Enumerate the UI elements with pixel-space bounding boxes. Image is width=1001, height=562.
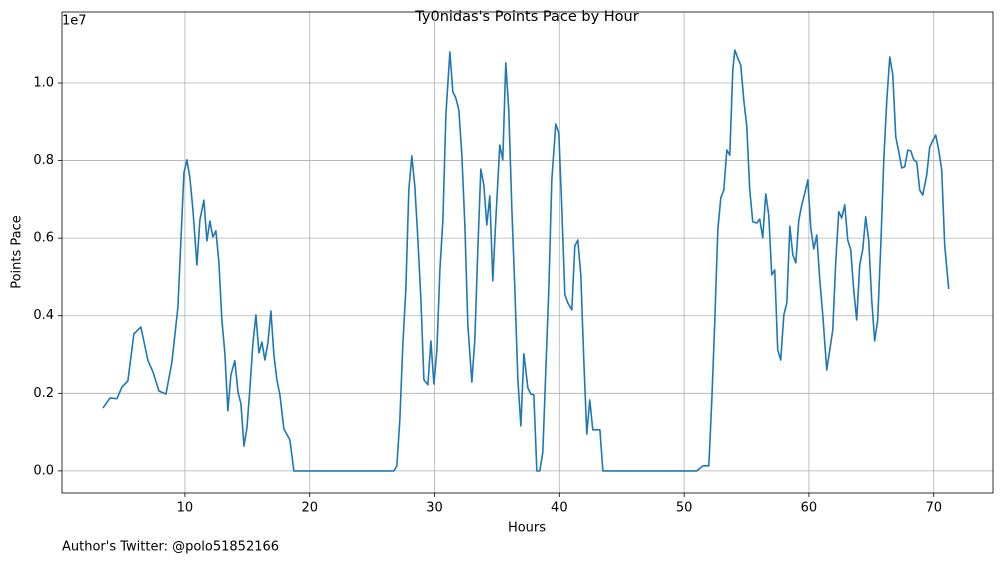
x-tick-label: 10: [177, 501, 194, 516]
y-tick-label: 0.4: [33, 308, 54, 323]
y-tick-label: 1.0: [33, 75, 54, 90]
x-tick-label: 20: [301, 501, 318, 516]
chart-title: Ty0nidas's Points Pace by Hour: [414, 9, 638, 25]
y-offset-label: 1e7: [62, 14, 87, 29]
x-tick-label: 60: [801, 501, 818, 516]
data-line: [102, 49, 950, 472]
y-tick-label: 0.6: [33, 231, 54, 246]
y-tick-label: 0.0: [33, 463, 54, 478]
plot-frame: [61, 11, 994, 494]
x-tick-label: 70: [925, 501, 942, 516]
y-axis-label: Points Pace: [10, 215, 25, 289]
y-tick-label: 0.2: [33, 386, 54, 401]
x-axis-label: Hours: [508, 521, 546, 536]
x-tick-label: 50: [676, 501, 693, 516]
x-tick-label: 30: [426, 501, 443, 516]
y-tick-label: 0.8: [33, 153, 54, 168]
x-tick-label: 40: [551, 501, 568, 516]
footnote: Author's Twitter: @polo51852166: [62, 540, 279, 555]
